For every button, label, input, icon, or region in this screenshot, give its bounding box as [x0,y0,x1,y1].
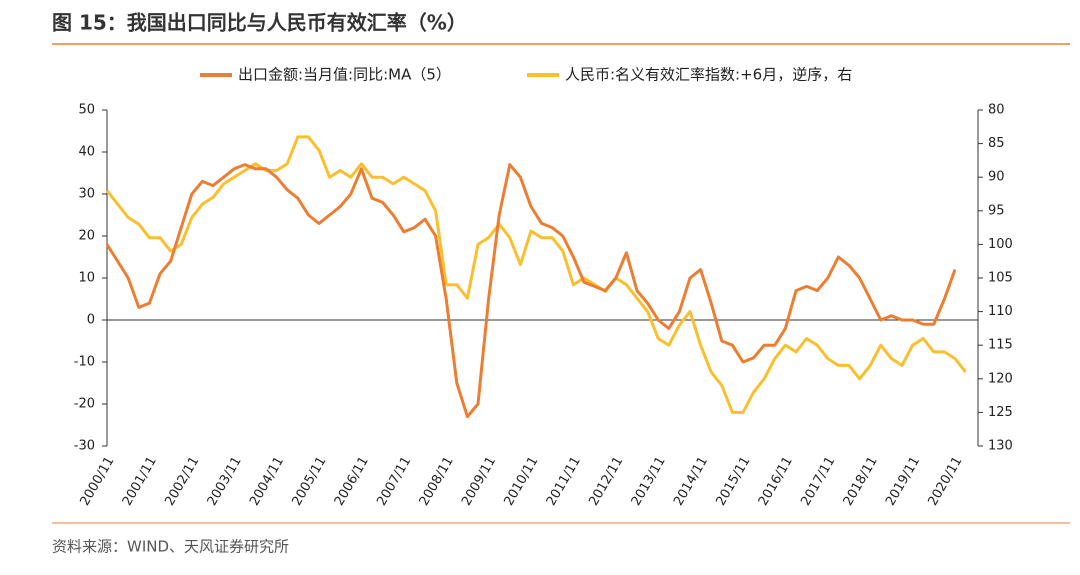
x-tick-label: 2016/11 [756,454,796,508]
y-tick-label: -20 [74,397,95,412]
legend-label: 出口金额:当月值:同比:MA（5） [238,66,451,84]
y2-tick-label: 85 [988,136,1005,151]
x-tick-label: 2003/11 [205,454,245,508]
y2-tick-label: 110 [988,304,1013,319]
x-tick-label: 2002/11 [162,454,202,508]
y-tick-label: -10 [74,355,95,370]
x-tick-label: 2001/11 [120,454,160,508]
x-tick-label: 2004/11 [247,454,287,508]
x-tick-label: 2020/11 [925,454,965,508]
y2-tick-label: 80 [988,103,1005,118]
y2-tick-label: 125 [988,405,1013,420]
y-tick-label: 40 [78,145,95,160]
y2-tick-label: 100 [988,237,1013,252]
y-tick-label: 50 [78,103,95,118]
x-tick-label: 2008/11 [417,454,457,508]
chart-title: 图 15：我国出口同比与人民币有效汇率（%） [52,11,467,35]
y2-tick-label: 90 [988,170,1005,185]
series-line [105,135,967,414]
x-tick-label: 2019/11 [883,454,923,508]
y-tick-label: 10 [78,271,95,286]
x-tick-label: 2006/11 [332,454,372,508]
y-tick-label: -30 [74,439,95,454]
y2-tick-label: 105 [988,271,1013,286]
y-tick-label: 20 [78,229,95,244]
y2-tick-label: 115 [988,338,1013,353]
x-tick-label: 2010/11 [501,454,541,508]
x-tick-label: 2011/11 [544,454,584,508]
series-line [105,163,957,419]
y2-tick-label: 120 [988,371,1013,386]
y2-tick-label: 130 [988,439,1013,454]
y-tick-label: 30 [78,187,95,202]
x-tick-label: 2015/11 [713,454,753,508]
x-tick-label: 2018/11 [841,454,881,508]
x-tick-label: 2007/11 [374,454,414,508]
source: 资料来源：WIND、天风证券研究所 [52,538,289,556]
x-tick-label: 2017/11 [798,454,838,508]
x-tick-label: 2009/11 [459,454,499,508]
legend-label: 人民币:名义有效汇率指数:+6月，逆序，右 [565,66,852,84]
y2-tick-label: 95 [988,203,1005,218]
x-tick-label: 2013/11 [629,454,669,508]
x-tick-label: 2012/11 [586,454,626,508]
y-tick-label: 0 [87,313,95,328]
x-tick-label: 2005/11 [289,454,329,508]
x-tick-label: 2000/11 [77,454,117,508]
x-tick-label: 2014/11 [671,454,711,508]
